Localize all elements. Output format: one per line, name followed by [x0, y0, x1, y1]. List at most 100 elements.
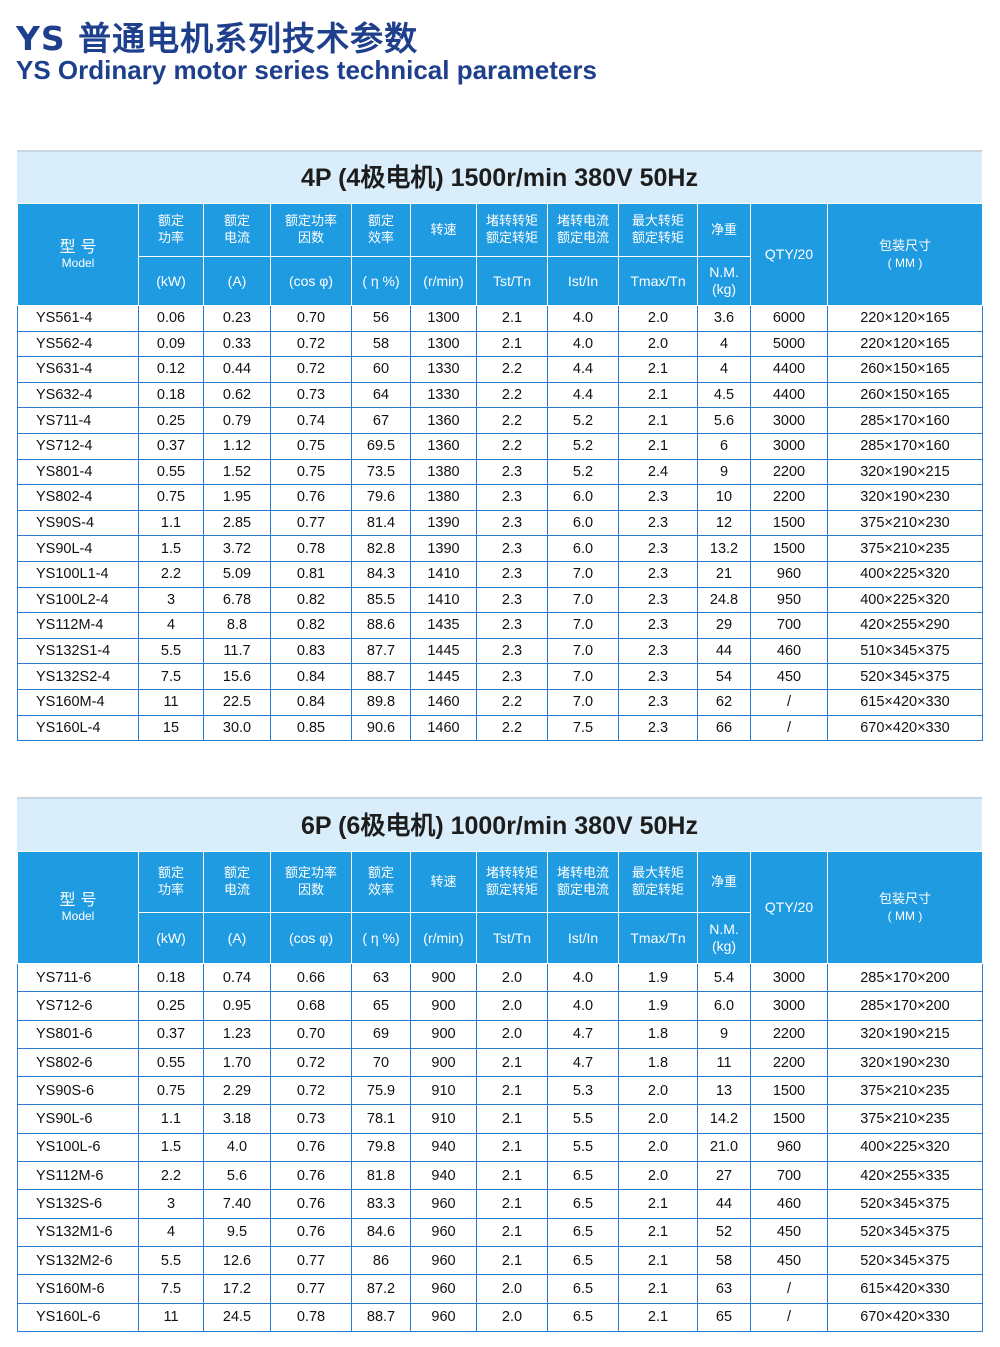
- value-cell: 0.78: [270, 1302, 352, 1332]
- value-cell: 13: [697, 1076, 751, 1106]
- model-cell: YS711-6: [17, 962, 139, 993]
- value-cell: 15: [138, 714, 204, 742]
- header-unit: (A): [203, 256, 271, 306]
- value-cell: 960: [410, 1189, 477, 1219]
- value-cell: 700: [750, 612, 828, 639]
- value-cell: 0.18: [138, 381, 204, 409]
- header-label: 转速: [430, 874, 457, 890]
- value-cell: 4.5: [697, 381, 751, 409]
- value-cell: 4.0: [547, 305, 619, 332]
- value-cell: 6.5: [547, 1217, 619, 1247]
- value-cell: 90.6: [351, 714, 411, 742]
- value-cell: 670×420×330: [827, 1302, 983, 1332]
- value-cell: 900: [410, 1047, 477, 1078]
- header-label: 额定效率: [367, 214, 394, 246]
- value-cell: 0.84: [270, 688, 352, 716]
- header-label: 额定功率: [157, 214, 184, 246]
- page-title-chinese: YS 普通电机系列技术参数: [16, 19, 419, 58]
- header-cell: 堵转电流额定电流: [547, 851, 619, 913]
- value-cell: 2.1: [476, 1161, 548, 1191]
- value-cell: 0.44: [203, 356, 271, 383]
- value-cell: 0.77: [270, 1245, 352, 1276]
- model-cell: YS562-4: [17, 330, 139, 358]
- value-cell: 0.72: [270, 1076, 352, 1106]
- value-cell: 44: [697, 1189, 751, 1219]
- value-cell: 6.0: [547, 484, 619, 511]
- value-cell: 2.3: [618, 612, 698, 639]
- model-cell: YS100L-6: [17, 1132, 139, 1163]
- table-row: YS132M2-6 5.5 12.6 0.77 86 960 2.1 6.5 2.1 58 450 5…: [17, 1245, 983, 1276]
- table-row: YS160M-6 7.5 17.2 0.77 87.2 960 2.0 6.5 2.1 63/61…: [17, 1274, 983, 1304]
- value-cell: 2.3: [618, 586, 698, 614]
- value-cell: 5.5: [547, 1132, 619, 1163]
- value-cell: 7.0: [547, 688, 619, 716]
- value-cell: 2.3: [618, 663, 698, 690]
- value-cell: 0.76: [270, 1217, 352, 1247]
- value-cell: 1390: [410, 535, 477, 562]
- value-cell: 6.5: [547, 1274, 619, 1304]
- value-cell: 700: [750, 1161, 828, 1191]
- value-cell: 1500: [750, 1104, 828, 1134]
- value-cell: 0.81: [270, 560, 352, 588]
- value-cell: 12.6: [203, 1245, 271, 1276]
- value-cell: 615×420×330: [827, 1274, 983, 1304]
- header-unit: (cos φ): [270, 256, 352, 306]
- value-cell: 2.1: [618, 1217, 698, 1247]
- header-cell: 额定功率: [138, 203, 204, 257]
- value-cell: 0.37: [138, 1019, 204, 1049]
- table-row: YS802-6 0.55 1.70 0.72 70 900 2.1 4.7 1.8 11 2200 3…: [17, 1047, 983, 1078]
- value-cell: 0.76: [270, 1161, 352, 1191]
- value-cell: 0.66: [270, 962, 352, 993]
- value-cell: 1435: [410, 612, 477, 639]
- model-cell: YS90L-6: [17, 1104, 139, 1134]
- table-row: YS562-4 0.09 0.33 0.72 58 1300 2.1 4.0 2.0 4 5000 2…: [17, 330, 983, 358]
- value-cell: 30.0: [203, 714, 271, 742]
- value-cell: 960: [410, 1274, 477, 1304]
- value-cell: 56: [351, 305, 411, 332]
- model-cell: YS712-4: [17, 432, 139, 460]
- value-cell: 2.0: [476, 991, 548, 1021]
- value-cell: 5.5: [138, 1245, 204, 1276]
- value-cell: 69: [351, 1019, 411, 1049]
- header-cell: 额定效率: [351, 203, 411, 257]
- value-cell: 11: [697, 1047, 751, 1078]
- value-cell: 2.3: [618, 688, 698, 716]
- value-cell: 2.1: [618, 1302, 698, 1332]
- value-cell: 0.82: [270, 586, 352, 614]
- header-cell: 净重: [697, 851, 751, 913]
- table-row: YS801-6 0.37 1.23 0.70 69 900 2.0 4.7 1.8 9 2200 32…: [17, 1019, 983, 1049]
- value-cell: 2.0: [618, 305, 698, 332]
- value-cell: 10: [697, 484, 751, 511]
- value-cell: 0.33: [203, 330, 271, 358]
- value-cell: 88.7: [351, 663, 411, 690]
- table-row: YS132S1-4 5.5 11.7 0.83 87.7 1445 2.3 7.0 2.3 44 4…: [17, 637, 983, 665]
- value-cell: 6: [697, 432, 751, 460]
- value-cell: 220×120×165: [827, 305, 983, 332]
- value-cell: 3.72: [203, 535, 271, 562]
- value-cell: 3.6: [697, 305, 751, 332]
- value-cell: 5.3: [547, 1076, 619, 1106]
- value-cell: 2.2: [476, 381, 548, 409]
- value-cell: 900: [410, 1019, 477, 1049]
- value-cell: 1390: [410, 509, 477, 537]
- value-cell: /: [750, 714, 828, 742]
- header-model: 型 号 Model: [17, 203, 139, 306]
- value-cell: 2.2: [476, 714, 548, 742]
- table-row: YS711-6 0.18 0.74 0.66 63 900 2.0 4.0 1.9 5.4 3000…: [17, 962, 983, 993]
- value-cell: 9: [697, 458, 751, 486]
- value-cell: 73.5: [351, 458, 411, 486]
- value-cell: 0.75: [138, 484, 204, 511]
- model-cell: YS712-6: [17, 991, 139, 1021]
- model-cell: YS132S1-4: [17, 637, 139, 665]
- value-cell: 13.2: [697, 535, 751, 562]
- value-cell: 400×225×320: [827, 560, 983, 588]
- value-cell: 3: [138, 586, 204, 614]
- header-pack-unit: ( MM ): [887, 908, 923, 923]
- value-cell: 0.77: [270, 509, 352, 537]
- value-cell: 4.7: [547, 1047, 619, 1078]
- value-cell: 6.5: [547, 1245, 619, 1276]
- value-cell: 84.3: [351, 560, 411, 588]
- value-cell: 27: [697, 1161, 751, 1191]
- header-cell: 额定电流: [203, 851, 271, 913]
- value-cell: 1.9: [618, 991, 698, 1021]
